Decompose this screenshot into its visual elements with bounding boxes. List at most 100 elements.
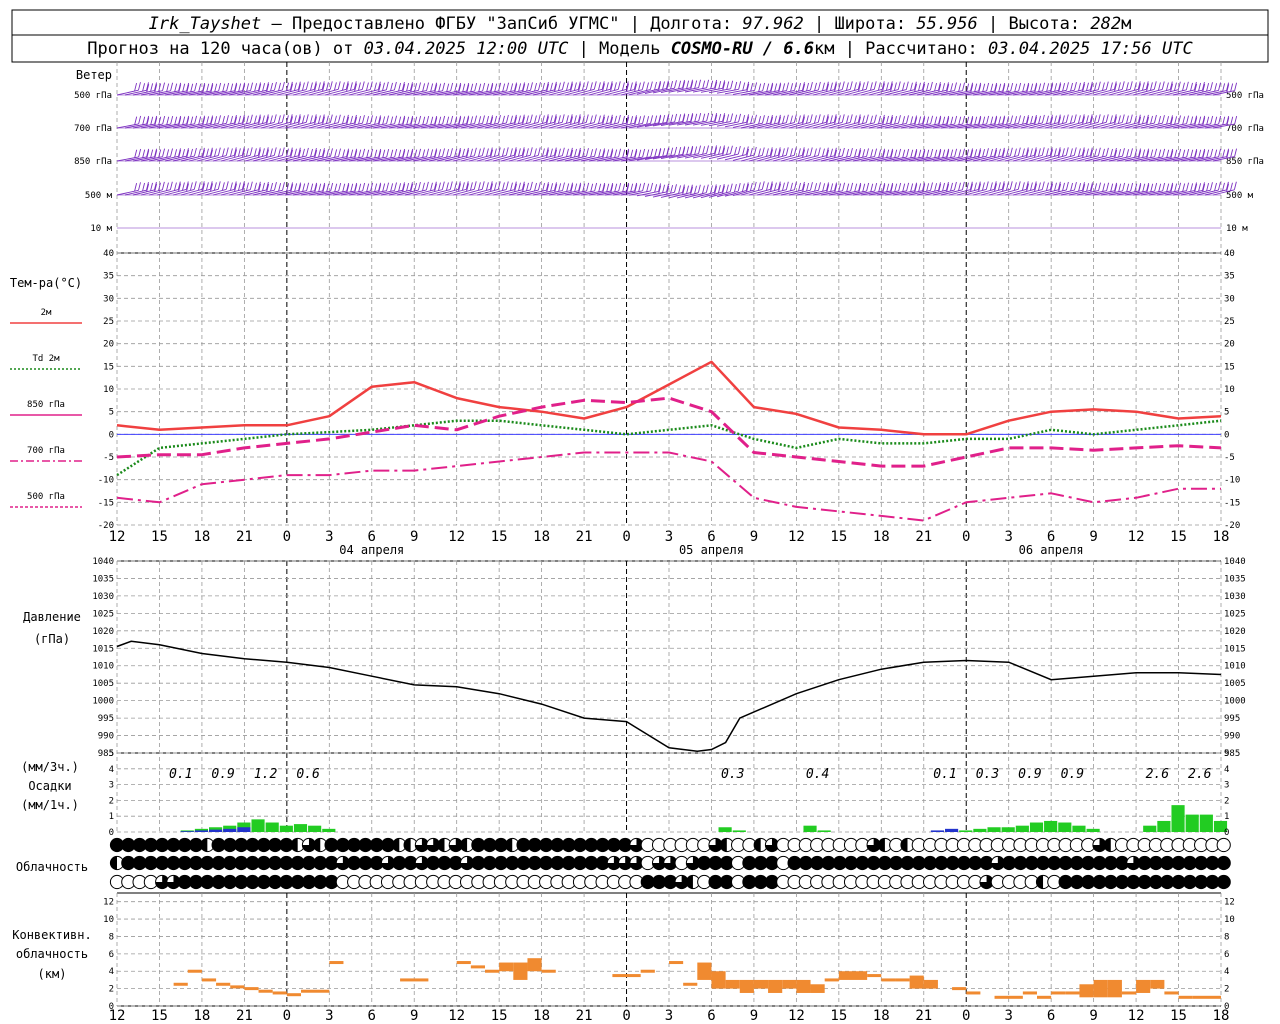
pressure-ytick-right: 985	[1224, 749, 1240, 759]
wind-barb-feather	[334, 149, 338, 158]
wind-barb-feather	[826, 184, 830, 193]
wind-barb-feather	[841, 81, 845, 90]
wind-barb-feather	[734, 114, 738, 123]
legend-t700-label: 700 гПа	[27, 446, 65, 456]
wind-barb-feather	[750, 147, 753, 157]
wind-barb-feather	[326, 149, 330, 158]
wind-barb-feather	[446, 116, 450, 125]
wind-barb-feather	[505, 114, 509, 124]
wind-barb-feather	[1034, 149, 1037, 158]
wind-barb-feather	[237, 148, 241, 157]
wind-barb-feather	[313, 81, 317, 90]
wind-barb-feather	[662, 148, 666, 157]
wind-level-500hpa-left: 500 гПа	[74, 91, 112, 101]
wind-barb-feather	[354, 182, 358, 192]
wind-barb-feather	[198, 148, 201, 157]
wind-barb-feather	[998, 83, 1002, 92]
wind-barb-feather	[1134, 115, 1137, 124]
wind-barb-feather	[761, 181, 765, 190]
wind-barb-feather	[302, 148, 305, 157]
wind-barb-feather	[654, 148, 658, 158]
wind-barb-feather	[406, 116, 410, 125]
wind-barb-feather	[246, 83, 250, 92]
wind-barb-feather	[817, 81, 821, 91]
cloud-fill-three-quarter	[415, 856, 429, 870]
wind-barb-feather	[1194, 83, 1198, 93]
wind-barb-feather	[261, 148, 265, 157]
wind-barb-feather	[210, 115, 213, 124]
cloud-circle	[1103, 837, 1118, 853]
wind-barb-feather	[1226, 82, 1229, 91]
cloud-circle-outline	[1216, 837, 1231, 853]
wind-barb-feather	[1138, 83, 1141, 92]
wind-barb-feather	[210, 149, 214, 158]
conv-ytick-left: 2	[109, 985, 114, 995]
wind-barb-feather	[1218, 82, 1221, 91]
conv-ytick-right: 6	[1224, 950, 1229, 960]
wind-barb-feather	[570, 182, 574, 191]
wind-barb-feather	[934, 183, 938, 192]
wind-barb-feather	[1054, 83, 1058, 92]
wind-barb-feather	[1226, 183, 1230, 192]
pressure-ytick-left: 1005	[92, 679, 114, 689]
wind-barb-feather	[914, 115, 917, 124]
wind-barb-feather	[1029, 182, 1033, 191]
wind-barb-feather	[666, 81, 670, 91]
wind-barb-feather	[942, 116, 946, 125]
wind-barb-feather	[245, 148, 249, 157]
wind-barb-feather	[1186, 115, 1190, 124]
wind-barb-feather	[402, 148, 406, 158]
wind-barb-feather	[714, 112, 718, 122]
wind-barb-feather	[206, 148, 209, 157]
wind-barb-feather	[606, 183, 610, 192]
wind-barb-feather	[257, 147, 261, 156]
precip-bar	[279, 825, 293, 832]
wind-barb-feather	[882, 150, 886, 159]
wind-barb-feather	[741, 183, 745, 192]
wind-barb-feather	[905, 81, 909, 90]
temp-ytick-left: 40	[103, 249, 114, 259]
cloud-fill-half	[291, 838, 298, 852]
wind-barb-feather	[201, 181, 205, 190]
wind-level-700hpa-right: 700 гПа	[1226, 124, 1264, 134]
wind-barb-feather	[249, 114, 253, 123]
wind-barb-feather	[986, 148, 989, 157]
wind-barb-feather	[746, 81, 750, 90]
wind-barb-feather	[1053, 148, 1057, 157]
wind-barb-feather	[942, 182, 945, 192]
wind-barb-feather	[186, 82, 190, 92]
wind-barb-feather	[870, 183, 874, 192]
wind-barb-feather	[906, 148, 910, 158]
x-tick-label-bottom: 0	[283, 1008, 291, 1024]
wind-level-700hpa-left: 700 гПа	[74, 124, 112, 134]
cloud-circle	[685, 855, 701, 871]
precip-bar	[308, 825, 322, 832]
conv-block	[923, 979, 938, 989]
wind-barb-feather	[982, 116, 986, 125]
wind-barb-feather	[622, 149, 626, 158]
wind-barb-feather	[626, 115, 629, 124]
wind-barb-feather	[178, 148, 181, 157]
wind-barb-feather	[1034, 116, 1038, 125]
wind-barb-feather	[773, 148, 777, 157]
wind-barb-feather	[1073, 114, 1077, 123]
wind-barb-feather	[922, 150, 926, 159]
wind-barb-feather	[134, 183, 138, 192]
wind-barb-feather	[825, 147, 829, 156]
wind-barb-feather	[910, 82, 913, 91]
wind-barb-feather	[898, 182, 902, 192]
wind-barb-feather	[1194, 115, 1198, 124]
cloud-fill-three-quarter	[618, 856, 632, 870]
x-tick-label-temp: 15	[151, 529, 168, 545]
temp-ytick-right: -10	[1224, 476, 1240, 486]
wind-barb-feather	[206, 83, 210, 92]
wind-barb-feather	[486, 148, 489, 157]
wind-barb-feather	[186, 84, 190, 93]
wind-barb-feather	[466, 183, 469, 192]
wind-barb-feather	[1198, 116, 1202, 125]
wind-barb-feather	[142, 116, 146, 125]
wind-barb-feather	[446, 83, 450, 92]
wind-barb-feather	[1230, 182, 1233, 191]
wind-barb-feather	[526, 83, 530, 92]
cloud-fill-three-quarter	[449, 838, 463, 852]
